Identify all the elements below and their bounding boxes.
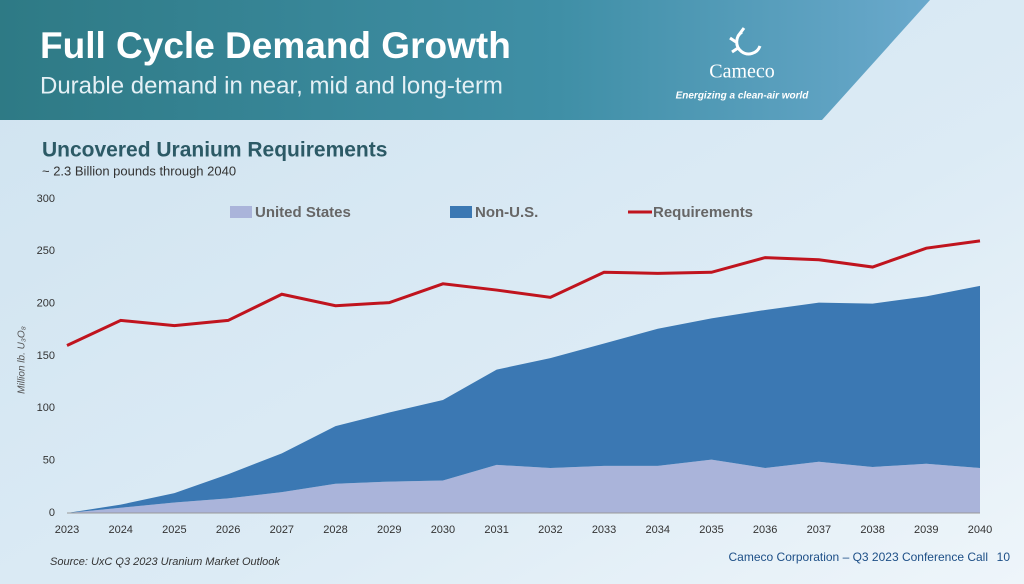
legend-label: Non-U.S. (475, 204, 538, 221)
line (66, 239, 981, 347)
legend-swatch (450, 206, 472, 218)
y-axis-label: Million lb. U₃O₈ (17, 326, 28, 394)
y-tick-label: 150 (37, 350, 55, 362)
legend-label: United States (255, 204, 351, 221)
x-tick-label: 2029 (377, 524, 401, 536)
legend-swatch (230, 206, 252, 218)
x-tick-label: 2035 (699, 524, 723, 536)
y-tick-label: 300 (37, 193, 55, 205)
x-tick-label: 2030 (431, 524, 455, 536)
chart-title: Uncovered Uranium Requirements (42, 139, 387, 162)
x-tick-label: 2031 (484, 524, 508, 536)
legend-label: Requirements (653, 204, 753, 221)
footer: Cameco Corporation – Q3 2023 Conference … (729, 550, 988, 564)
logo-name: Cameco (709, 61, 775, 83)
x-tick-label: 2024 (108, 524, 132, 536)
x-tick-label: 2036 (753, 524, 777, 536)
x-tick-label: 2034 (646, 524, 670, 536)
slide-title: Full Cycle Demand Growth (40, 25, 511, 66)
x-tick-label: 2038 (860, 524, 884, 536)
y-tick-label: 50 (43, 455, 55, 467)
x-tick-label: 2032 (538, 524, 562, 536)
x-tick-label: 2028 (323, 524, 347, 536)
x-tick-label: 2027 (270, 524, 294, 536)
logo-tagline: Energizing a clean-air world (676, 91, 810, 102)
x-tick-label: 2040 (968, 524, 992, 536)
source: Source: UxC Q3 2023 Uranium Market Outlo… (50, 556, 280, 568)
x-tick-label: 2025 (162, 524, 186, 536)
y-tick-label: 250 (37, 245, 55, 257)
x-tick-label: 2033 (592, 524, 616, 536)
chart-subtitle: ~ 2.3 Billion pounds through 2040 (42, 163, 236, 178)
y-tick-label: 200 (37, 298, 55, 310)
page-number: 10 (997, 550, 1011, 564)
slide-subtitle: Durable demand in near, mid and long-ter… (40, 72, 503, 99)
x-tick-label: 2037 (807, 524, 831, 536)
y-tick-label: 0 (49, 507, 55, 519)
area (67, 285, 980, 513)
x-tick-label: 2026 (216, 524, 240, 536)
header-band (0, 0, 930, 120)
x-tick-label: 2039 (914, 524, 938, 536)
x-tick-label: 2023 (55, 524, 79, 536)
area (67, 459, 980, 513)
y-tick-label: 100 (37, 402, 55, 414)
logo-icon (729, 27, 762, 56)
logo: Cameco Energizing a clean-air world (676, 27, 810, 102)
